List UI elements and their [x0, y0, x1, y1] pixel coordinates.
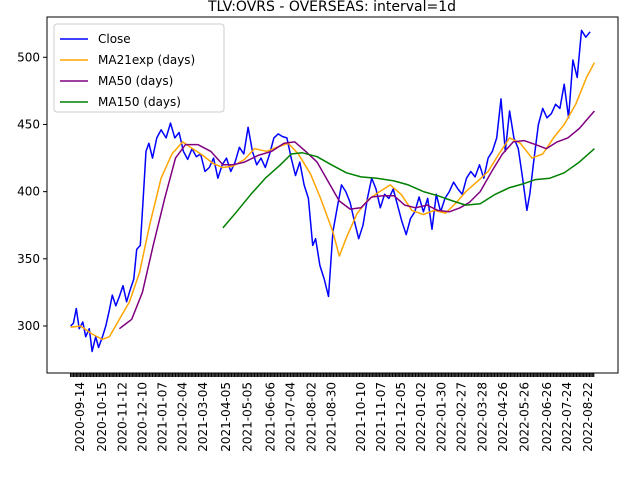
y-tick-label: 500 — [17, 50, 40, 64]
chart-title: TLV:OVRS - OVERSEAS: interval=1d — [207, 0, 456, 15]
x-tick-label: 2021-06-06 — [263, 382, 277, 452]
legend-box — [53, 23, 225, 113]
y-tick-label: 400 — [17, 185, 40, 199]
x-tick: 2022-03-28 — [475, 382, 489, 452]
x-tick-label: 2020-12-10 — [135, 382, 149, 452]
x-tick: 2021-08-30 — [324, 382, 338, 452]
legend-label: MA50 (days) — [98, 74, 173, 88]
x-tick-label: 2021-02-04 — [176, 382, 190, 452]
x-tick-label: 2022-02-27 — [454, 382, 468, 452]
x-tick-label: 2021-03-04 — [196, 382, 210, 452]
y-tick-label: 350 — [17, 252, 40, 266]
legend-label: Close — [98, 32, 131, 46]
x-axis: 2020-09-14 2020-10-15 2020-11-12 2020-12-10… — [69, 373, 595, 452]
x-tick: 2021-07-04 — [283, 382, 297, 452]
x-tick: 2020-10-15 — [95, 382, 109, 452]
y-axis: 300 350 400 450 500 — [17, 50, 47, 333]
x-tick-label: 2022-04-26 — [496, 382, 510, 452]
x-tick: 2020-09-14 — [73, 382, 87, 452]
x-tick: 2022-06-26 — [540, 382, 554, 452]
x-tick: 2020-12-10 — [135, 382, 149, 452]
series-layer — [70, 29, 596, 353]
x-tick-label: 2021-08-02 — [304, 382, 318, 452]
x-tick-label: 2021-01-07 — [156, 382, 170, 452]
x-tick-label: 2022-06-26 — [540, 382, 554, 452]
x-tick-label: 2020-11-12 — [115, 382, 129, 452]
x-tick-label: 2021-10-10 — [354, 382, 368, 452]
x-tick: 2021-03-04 — [196, 382, 210, 452]
x-tick-label: 2021-12-05 — [394, 382, 408, 452]
x-tick: 2021-08-02 — [304, 382, 318, 452]
x-tick: 2022-07-24 — [560, 382, 574, 452]
x-tick: 2022-01-02 — [414, 382, 428, 452]
y-tick-label: 450 — [17, 117, 40, 131]
x-tick-label: 2022-05-26 — [518, 382, 532, 452]
x-tick: 2022-02-27 — [454, 382, 468, 452]
x-tick-label: 2020-09-14 — [73, 382, 87, 452]
x-tick-label: 2021-07-04 — [283, 382, 297, 452]
series-line-ma50-days — [118, 110, 595, 330]
legend-label: MA150 (days) — [98, 95, 181, 109]
series-line-close — [70, 29, 591, 353]
x-tick: 2021-02-04 — [176, 382, 190, 452]
x-tick-label: 2021-04-05 — [219, 382, 233, 452]
series-line-ma21exp-days — [70, 62, 596, 341]
legend: Close MA21exp (days) MA50 (days) MA150 (day… — [53, 23, 225, 113]
x-tick: 2021-11-07 — [374, 382, 388, 452]
x-tick: 2021-06-06 — [263, 382, 277, 452]
x-tick: 2022-04-26 — [496, 382, 510, 452]
x-tick-label: 2022-03-28 — [475, 382, 489, 452]
x-tick-label: 2021-08-30 — [324, 382, 338, 452]
x-tick: 2020-11-12 — [115, 382, 129, 452]
x-tick-label: 2022-01-02 — [414, 382, 428, 452]
x-tick-label: 2020-10-15 — [95, 382, 109, 452]
x-tick: 2022-05-26 — [518, 382, 532, 452]
x-tick: 2021-10-10 — [354, 382, 368, 452]
x-tick: 2021-01-07 — [156, 382, 170, 452]
x-tick-label: 2021-11-07 — [374, 382, 388, 452]
x-tick-label: 2021-05-05 — [240, 382, 254, 452]
x-tick-label: 2022-08-22 — [581, 382, 595, 452]
x-tick: 2021-12-05 — [394, 382, 408, 452]
x-tick: 2022-01-30 — [434, 382, 448, 452]
x-tick: 2022-08-22 — [581, 382, 595, 452]
legend-label: MA21exp (days) — [98, 53, 195, 67]
x-tick: 2021-04-05 — [219, 382, 233, 452]
y-tick-label: 300 — [17, 319, 40, 333]
series-line-ma150-days — [222, 148, 595, 229]
x-tick-label: 2022-01-30 — [434, 382, 448, 452]
x-tick-label: 2022-07-24 — [560, 382, 574, 452]
x-tick: 2021-05-05 — [240, 382, 254, 452]
